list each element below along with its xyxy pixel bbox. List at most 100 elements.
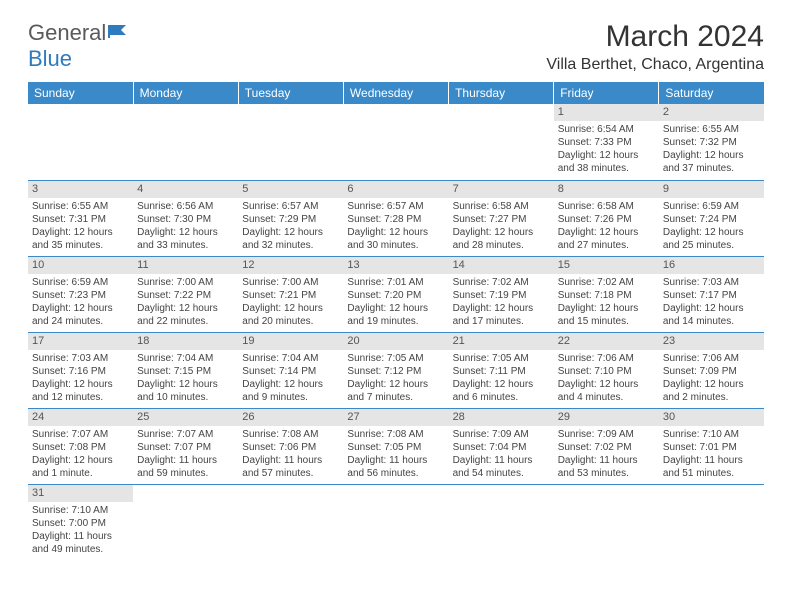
daylight-line: Daylight: 12 hours and 35 minutes. xyxy=(32,226,129,252)
weekday-header: Wednesday xyxy=(343,82,448,104)
daylight-line: Daylight: 12 hours and 37 minutes. xyxy=(663,149,760,175)
calendar-day-cell: 12Sunrise: 7:00 AMSunset: 7:21 PMDayligh… xyxy=(238,256,343,332)
calendar-day-cell: 10Sunrise: 6:59 AMSunset: 7:23 PMDayligh… xyxy=(28,256,133,332)
day-info: Sunrise: 7:06 AMSunset: 7:10 PMDaylight:… xyxy=(554,350,659,408)
day-info: Sunrise: 6:55 AMSunset: 7:31 PMDaylight:… xyxy=(28,198,133,256)
calendar-table: Sunday Monday Tuesday Wednesday Thursday… xyxy=(28,82,764,561)
sunset-line: Sunset: 7:16 PM xyxy=(32,365,129,378)
calendar-day-cell: 4Sunrise: 6:56 AMSunset: 7:30 PMDaylight… xyxy=(133,180,238,256)
calendar-week-row: 31Sunrise: 7:10 AMSunset: 7:00 PMDayligh… xyxy=(28,485,764,561)
day-number: 29 xyxy=(554,409,659,426)
sunrise-line: Sunrise: 7:02 AM xyxy=(453,276,550,289)
calendar-day-cell: 13Sunrise: 7:01 AMSunset: 7:20 PMDayligh… xyxy=(343,256,448,332)
day-info: Sunrise: 7:02 AMSunset: 7:19 PMDaylight:… xyxy=(449,274,554,332)
sunset-line: Sunset: 7:10 PM xyxy=(558,365,655,378)
calendar-day-cell: 19 Sunrise: 7:04 AMSunset: 7:14 PMDayligh… xyxy=(238,332,343,408)
day-number: 26 xyxy=(238,409,343,426)
calendar-day-cell: 25Sunrise: 7:07 AMSunset: 7:07 PMDayligh… xyxy=(133,409,238,485)
day-number: 14 xyxy=(449,257,554,274)
daylight-line: Daylight: 12 hours and 33 minutes. xyxy=(137,226,234,252)
day-number: 1 xyxy=(554,104,659,121)
sunrise-line: Sunrise: 7:03 AM xyxy=(663,276,760,289)
calendar-day-cell xyxy=(133,104,238,180)
sunset-line: Sunset: 7:27 PM xyxy=(453,213,550,226)
weekday-header: Friday xyxy=(554,82,659,104)
sunrise-line: Sunrise: 6:57 AM xyxy=(347,200,444,213)
day-info: Sunrise: 6:56 AMSunset: 7:30 PMDaylight:… xyxy=(133,198,238,256)
logo-text-blue: Blue xyxy=(28,46,72,72)
daylight-line: Daylight: 12 hours and 19 minutes. xyxy=(347,302,444,328)
logo: General xyxy=(28,20,132,46)
sunrise-line: Sunrise: 7:09 AM xyxy=(453,428,550,441)
day-info: Sunrise: 7:02 AMSunset: 7:18 PMDaylight:… xyxy=(554,274,659,332)
sunrise-line: Sunrise: 7:07 AM xyxy=(137,428,234,441)
daylight-line: Daylight: 12 hours and 9 minutes. xyxy=(242,378,339,404)
calendar-day-cell: 27Sunrise: 7:08 AMSunset: 7:05 PMDayligh… xyxy=(343,409,448,485)
day-number: 17 xyxy=(28,333,133,350)
weekday-header: Sunday xyxy=(28,82,133,104)
day-number: 3 xyxy=(28,181,133,198)
sunset-line: Sunset: 7:21 PM xyxy=(242,289,339,302)
calendar-day-cell: 22Sunrise: 7:06 AMSunset: 7:10 PMDayligh… xyxy=(554,332,659,408)
weekday-header: Saturday xyxy=(659,82,764,104)
calendar-day-cell: 30Sunrise: 7:10 AMSunset: 7:01 PMDayligh… xyxy=(659,409,764,485)
sunset-line: Sunset: 7:14 PM xyxy=(242,365,339,378)
day-number: 19 xyxy=(238,333,343,350)
day-info: Sunrise: 6:58 AMSunset: 7:27 PMDaylight:… xyxy=(449,198,554,256)
daylight-line: Daylight: 12 hours and 14 minutes. xyxy=(663,302,760,328)
sunrise-line: Sunrise: 7:04 AM xyxy=(137,352,234,365)
sunrise-line: Sunrise: 7:05 AM xyxy=(347,352,444,365)
sunrise-line: Sunrise: 6:57 AM xyxy=(242,200,339,213)
calendar-day-cell xyxy=(133,485,238,561)
sunset-line: Sunset: 7:04 PM xyxy=(453,441,550,454)
sunrise-line: Sunrise: 7:04 AM xyxy=(242,352,339,365)
sunrise-line: Sunrise: 6:56 AM xyxy=(137,200,234,213)
day-number: 4 xyxy=(133,181,238,198)
sunrise-line: Sunrise: 6:58 AM xyxy=(558,200,655,213)
sunrise-line: Sunrise: 7:06 AM xyxy=(558,352,655,365)
daylight-line: Daylight: 12 hours and 10 minutes. xyxy=(137,378,234,404)
calendar-day-cell: 14Sunrise: 7:02 AMSunset: 7:19 PMDayligh… xyxy=(449,256,554,332)
day-number: 28 xyxy=(449,409,554,426)
day-info: Sunrise: 7:08 AMSunset: 7:06 PMDaylight:… xyxy=(238,426,343,484)
location: Villa Berthet, Chaco, Argentina xyxy=(546,56,764,74)
sunset-line: Sunset: 7:22 PM xyxy=(137,289,234,302)
weekday-header-row: Sunday Monday Tuesday Wednesday Thursday… xyxy=(28,82,764,104)
day-number: 22 xyxy=(554,333,659,350)
sunset-line: Sunset: 7:31 PM xyxy=(32,213,129,226)
day-number: 12 xyxy=(238,257,343,274)
calendar-day-cell: 6Sunrise: 6:57 AMSunset: 7:28 PMDaylight… xyxy=(343,180,448,256)
day-number: 25 xyxy=(133,409,238,426)
day-number: 30 xyxy=(659,409,764,426)
sunset-line: Sunset: 7:12 PM xyxy=(347,365,444,378)
sunrise-line: Sunrise: 7:09 AM xyxy=(558,428,655,441)
day-info: Sunrise: 7:09 AMSunset: 7:02 PMDaylight:… xyxy=(554,426,659,484)
day-number: 23 xyxy=(659,333,764,350)
day-info: Sunrise: 7:07 AMSunset: 7:08 PMDaylight:… xyxy=(28,426,133,484)
sunset-line: Sunset: 7:23 PM xyxy=(32,289,129,302)
calendar-day-cell xyxy=(659,485,764,561)
calendar-day-cell: 8Sunrise: 6:58 AMSunset: 7:26 PMDaylight… xyxy=(554,180,659,256)
day-info: Sunrise: 7:07 AMSunset: 7:07 PMDaylight:… xyxy=(133,426,238,484)
day-info: Sunrise: 6:59 AMSunset: 7:24 PMDaylight:… xyxy=(659,198,764,256)
calendar-day-cell: 26Sunrise: 7:08 AMSunset: 7:06 PMDayligh… xyxy=(238,409,343,485)
calendar-day-cell: 18Sunrise: 7:04 AMSunset: 7:15 PMDayligh… xyxy=(133,332,238,408)
sunrise-line: Sunrise: 7:03 AM xyxy=(32,352,129,365)
day-info: Sunrise: 7:00 AMSunset: 7:22 PMDaylight:… xyxy=(133,274,238,332)
logo-flag-icon xyxy=(108,18,132,44)
calendar-day-cell xyxy=(554,485,659,561)
day-number: 15 xyxy=(554,257,659,274)
daylight-line: Daylight: 11 hours and 54 minutes. xyxy=(453,454,550,480)
sunrise-line: Sunrise: 6:55 AM xyxy=(663,123,760,136)
day-number: 2 xyxy=(659,104,764,121)
daylight-line: Daylight: 11 hours and 59 minutes. xyxy=(137,454,234,480)
daylight-line: Daylight: 12 hours and 15 minutes. xyxy=(558,302,655,328)
sunset-line: Sunset: 7:05 PM xyxy=(347,441,444,454)
daylight-line: Daylight: 12 hours and 28 minutes. xyxy=(453,226,550,252)
day-number: 11 xyxy=(133,257,238,274)
daylight-line: Daylight: 12 hours and 30 minutes. xyxy=(347,226,444,252)
day-number: 27 xyxy=(343,409,448,426)
calendar-day-cell xyxy=(449,485,554,561)
day-info: Sunrise: 7:05 AMSunset: 7:11 PMDaylight:… xyxy=(449,350,554,408)
logo-text-general: General xyxy=(28,20,106,46)
